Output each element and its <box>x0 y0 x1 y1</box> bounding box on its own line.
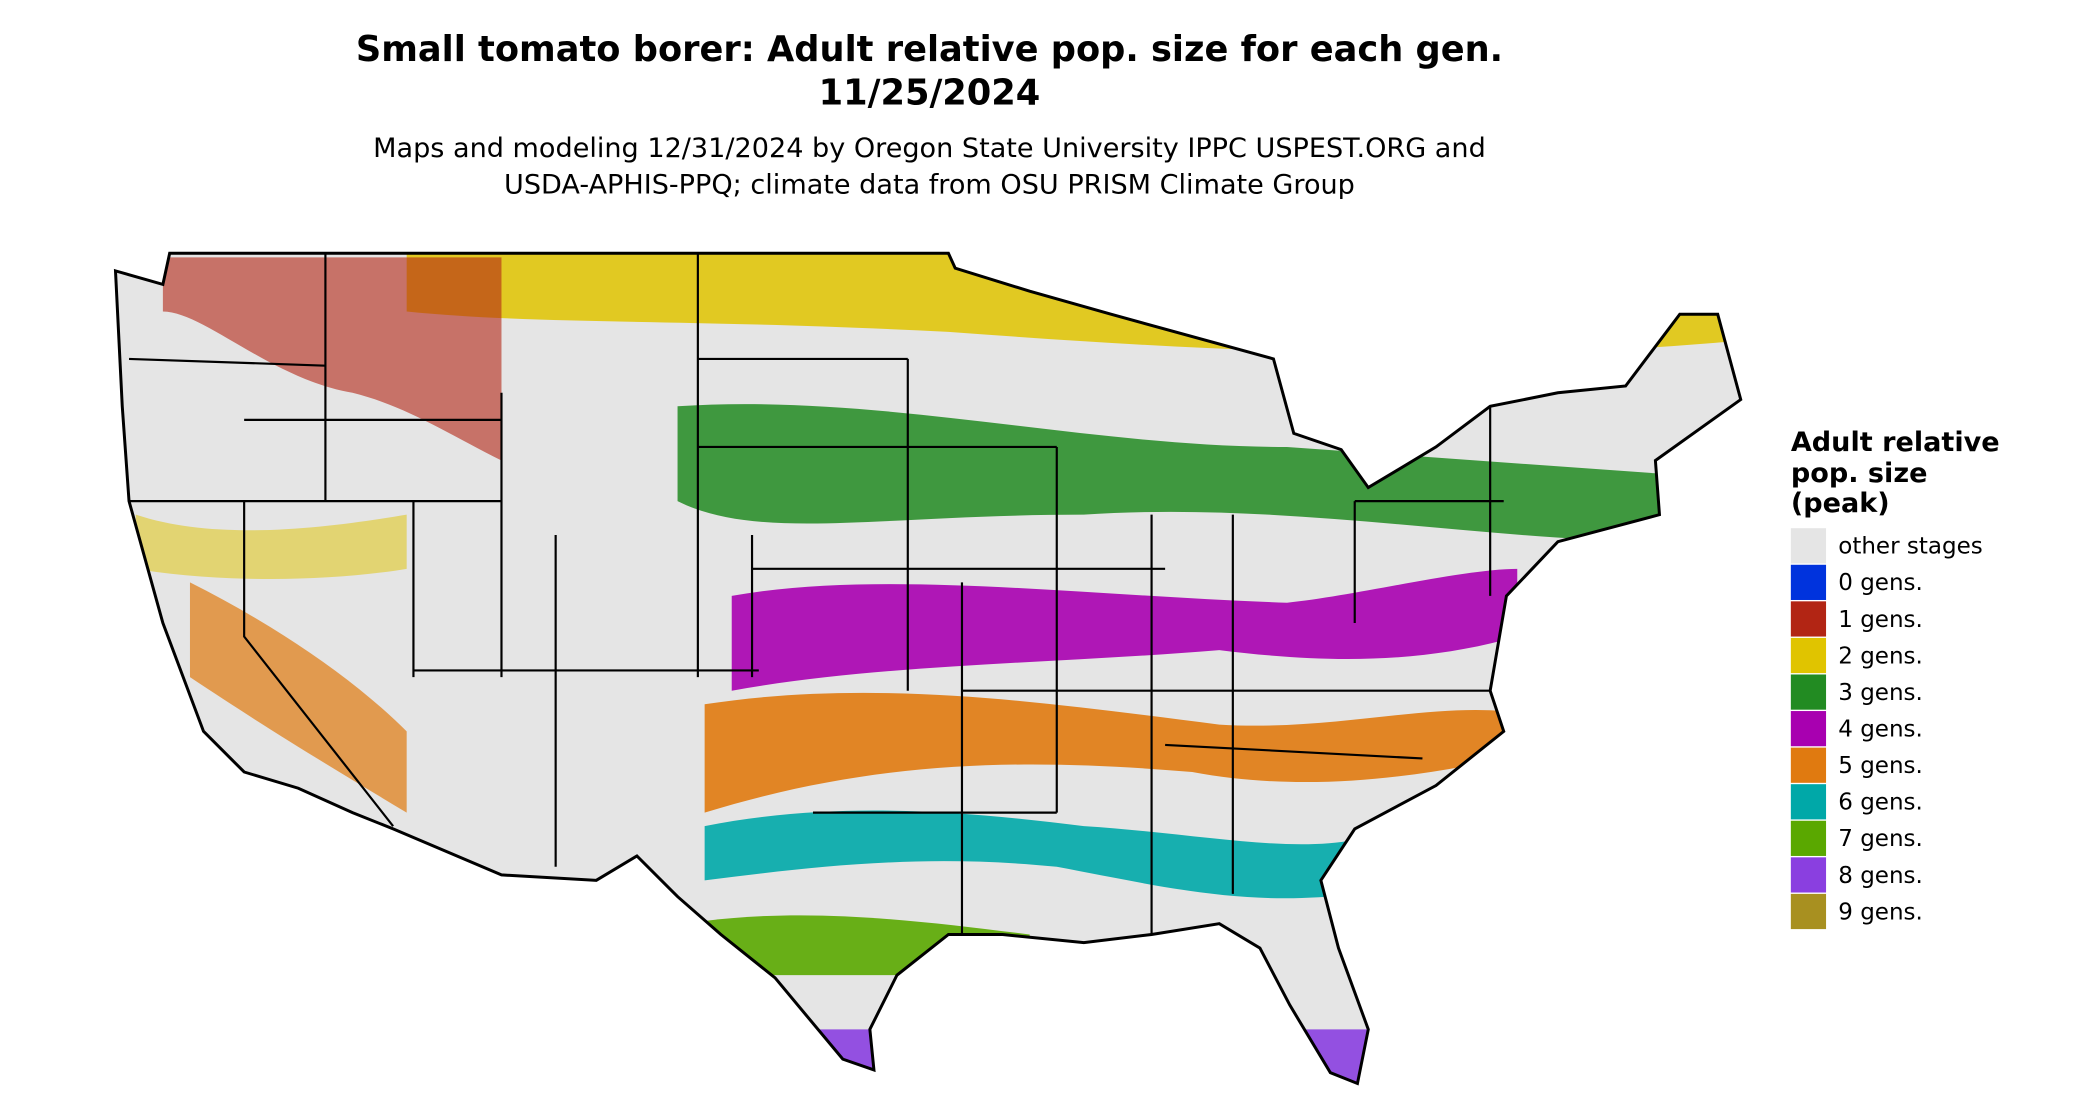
state-borders <box>128 253 1504 935</box>
legend-label: 7 gens. <box>1838 826 1923 852</box>
zone <box>812 1029 1382 1084</box>
legend-swatch <box>1790 528 1827 564</box>
zone <box>189 582 407 813</box>
legend-title: Adult relative <box>1791 427 2000 458</box>
zone <box>162 257 502 461</box>
zone <box>704 692 1504 813</box>
legend-label: 5 gens. <box>1838 753 1923 779</box>
legend-label: 8 gens. <box>1838 863 1923 889</box>
legend-title: (peak) <box>1791 488 1890 519</box>
map <box>113 251 1743 1085</box>
legend-swatch <box>1790 784 1827 820</box>
legend: Adult relative pop. size (peak) other st… <box>1790 427 2000 930</box>
zone <box>731 568 1518 691</box>
legend-label: 3 gens. <box>1838 680 1923 706</box>
zone <box>704 810 1355 899</box>
header: Small tomato borer: Adult relative pop. … <box>356 29 1503 201</box>
subtitle: Maps and modeling 12/31/2024 by Oregon S… <box>373 133 1486 164</box>
legend-swatch <box>1790 711 1827 747</box>
zone <box>677 404 1667 542</box>
title-date: 11/25/2024 <box>819 72 1041 113</box>
legend-label: 2 gens. <box>1838 643 1923 669</box>
subtitle: USDA-APHIS-PPQ; climate data from OSU PR… <box>504 170 1355 201</box>
legend-swatch <box>1790 820 1827 856</box>
legend-swatch <box>1790 857 1827 893</box>
legend-label: 6 gens. <box>1838 790 1923 816</box>
zone <box>135 514 407 579</box>
legend-label: 4 gens. <box>1838 717 1923 743</box>
legend-swatch <box>1790 674 1827 710</box>
legend-label: other stages <box>1838 534 1983 560</box>
legend-swatch <box>1790 601 1827 637</box>
legend-title: pop. size <box>1791 458 1928 489</box>
legend-swatch <box>1790 747 1827 783</box>
legend-label: 0 gens. <box>1838 570 1923 596</box>
title: Small tomato borer: Adult relative pop. … <box>356 29 1503 70</box>
legend-label: 1 gens. <box>1838 607 1923 633</box>
legend-label: 9 gens. <box>1838 899 1923 925</box>
legend-swatch <box>1790 893 1827 930</box>
legend-swatch <box>1790 637 1827 674</box>
legend-swatch <box>1790 564 1827 600</box>
